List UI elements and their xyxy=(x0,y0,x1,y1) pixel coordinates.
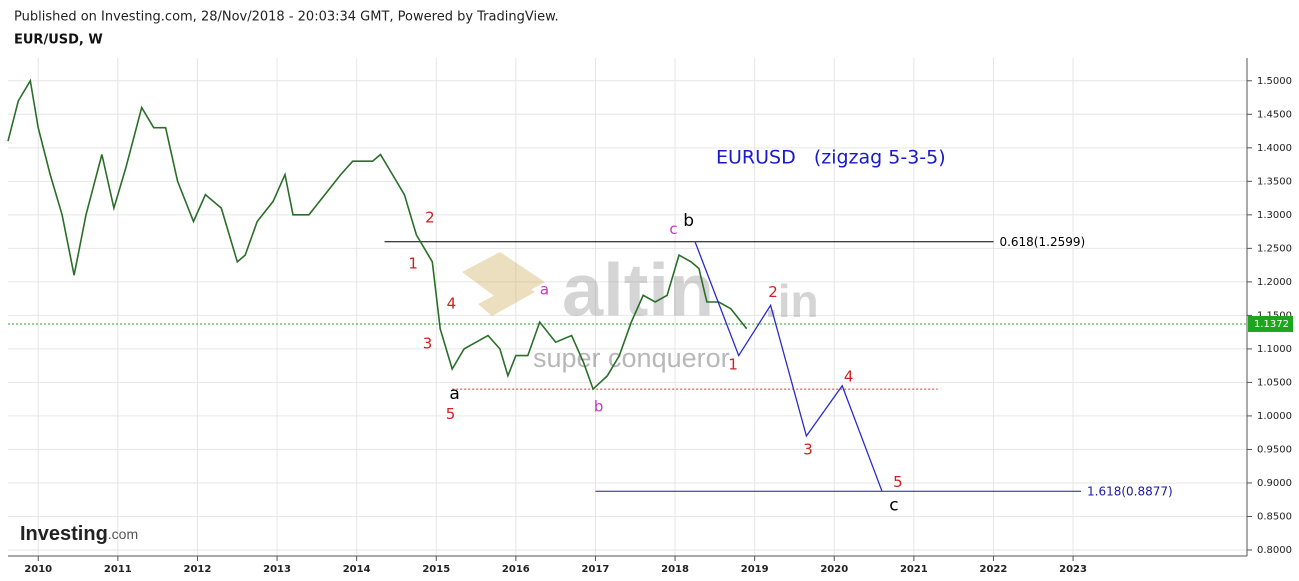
x-tick-label: 2014 xyxy=(343,564,371,575)
y-tick-label: 1.2500 xyxy=(1257,243,1292,254)
wave-label: 5 xyxy=(893,473,903,491)
logo-suffix: .com xyxy=(108,526,138,542)
watermark: altin .in super conqueror xyxy=(462,249,819,373)
watermark-logo xyxy=(478,282,535,316)
y-tick-label: 1.4000 xyxy=(1257,143,1292,154)
x-tick-label: 2010 xyxy=(24,564,52,575)
y-tick-label: 0.8000 xyxy=(1257,545,1292,556)
y-tick-label: 1.1500 xyxy=(1257,310,1292,321)
wave-label: 1 xyxy=(728,355,738,373)
watermark-text: altin xyxy=(562,249,714,332)
wave-label: c xyxy=(889,496,898,516)
x-tick-label: 2016 xyxy=(502,564,530,575)
x-tick-label: 2019 xyxy=(741,564,769,575)
x-tick-label: 2021 xyxy=(900,564,928,575)
x-tick-label: 2011 xyxy=(104,564,132,575)
x-tick-label: 2012 xyxy=(184,564,212,575)
x-tick-label: 2013 xyxy=(263,564,291,575)
current-price-label: 1.1372 xyxy=(1254,319,1289,330)
price-line xyxy=(7,78,748,391)
logo-main: Investing xyxy=(20,523,108,545)
wave-label: 2 xyxy=(768,283,778,301)
wave-label: 1 xyxy=(408,254,418,272)
wave-label: 5 xyxy=(446,405,456,423)
y-tick-label: 0.9500 xyxy=(1257,444,1292,455)
plot: 1.13720.618(1.2599)1.618(0.8877)2143a5ab… xyxy=(7,78,1293,516)
x-tick-label: 2023 xyxy=(1059,564,1087,575)
wave-label: c xyxy=(669,220,677,238)
current-price-tag xyxy=(1248,315,1293,332)
wave-label: 3 xyxy=(423,335,433,353)
watermark-tagline: super conqueror xyxy=(533,343,730,373)
y-tick-label: 1.0500 xyxy=(1257,377,1292,388)
wave-label: b xyxy=(683,211,694,231)
x-tick-label: 2018 xyxy=(661,564,689,575)
symbol: EUR/USD, W xyxy=(14,33,103,48)
y-tick-label: 1.0000 xyxy=(1257,411,1292,422)
y-tick-label: 1.3000 xyxy=(1257,210,1292,221)
wave-label: a xyxy=(540,280,549,298)
x-tick-label: 2022 xyxy=(980,564,1008,575)
y-tick-label: 0.9000 xyxy=(1257,478,1292,489)
price-line xyxy=(694,241,883,492)
level-label: 1.618(0.8877) xyxy=(1087,485,1173,499)
y-tick-label: 1.3500 xyxy=(1257,176,1292,187)
grid: 0.8000 0.8500 0.9000 0.9500 1.0000 1.0500 1.10… xyxy=(8,58,1292,575)
y-tick-label: 1.1000 xyxy=(1257,344,1292,355)
wave-label: b xyxy=(594,398,604,416)
wave-label: a xyxy=(449,384,459,404)
x-tick-label: 2017 xyxy=(582,564,610,575)
wave-label: 2 xyxy=(425,209,435,227)
y-tick-label: 0.8500 xyxy=(1257,511,1292,522)
x-tick-label: 2015 xyxy=(422,564,450,575)
chart-title: EURUSD (zigzag 5-3-5) xyxy=(716,147,946,169)
y-tick-label: 1.2000 xyxy=(1257,277,1292,288)
level-label: 0.618(1.2599) xyxy=(999,235,1085,249)
x-tick-label: 2020 xyxy=(820,564,848,575)
wave-label: 4 xyxy=(447,294,457,312)
watermark-logo xyxy=(462,252,545,304)
wave-label: 3 xyxy=(803,441,813,459)
y-tick-label: 1.4500 xyxy=(1257,109,1292,120)
logo: Investing.com xyxy=(20,523,138,545)
y-tick-label: 1.5000 xyxy=(1257,76,1292,87)
published-note: Published on Investing.com, 28/Nov/2018 … xyxy=(14,10,559,25)
wave-label: 4 xyxy=(844,368,854,386)
